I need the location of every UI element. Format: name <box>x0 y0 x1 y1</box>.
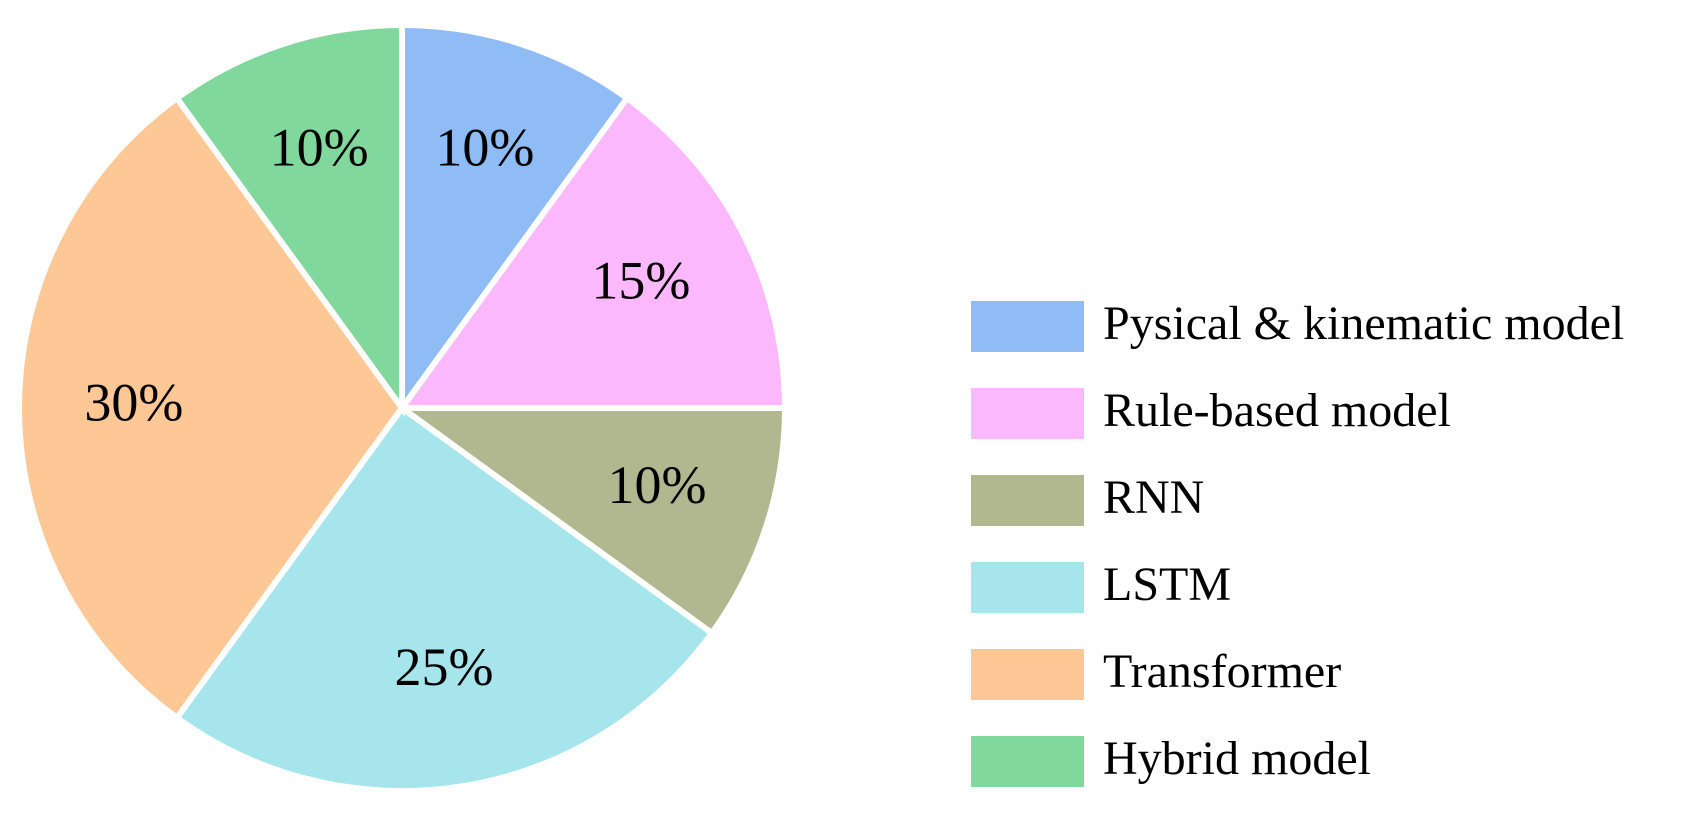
legend-swatch <box>971 736 1084 787</box>
legend-swatch <box>971 649 1084 700</box>
pie-slice <box>399 21 632 418</box>
slice-label: 25% <box>394 637 493 697</box>
legend-label: Pysical & kinematic model <box>1103 297 1624 350</box>
pie-slice <box>172 403 717 794</box>
legend-swatch <box>971 475 1084 526</box>
legend-label: Rule-based model <box>1103 384 1451 437</box>
legend-label: Hybrid model <box>1103 732 1371 785</box>
legend-label: LSTM <box>1103 558 1231 611</box>
pie-slice <box>172 21 405 418</box>
legend-swatch <box>971 388 1084 439</box>
slice-label: 15% <box>591 251 690 311</box>
legend-label: RNN <box>1103 471 1204 524</box>
slice-label: 10% <box>607 455 706 515</box>
slice-label: 30% <box>84 372 183 432</box>
slice-label: 10% <box>270 117 369 177</box>
slice-label: 10% <box>435 117 534 177</box>
pie-slice <box>16 93 406 723</box>
legend-label: Transformer <box>1103 645 1341 698</box>
legend-swatch <box>971 562 1084 613</box>
pie-slice <box>392 405 789 638</box>
pie-slice <box>396 93 789 411</box>
legend-swatch <box>971 301 1084 352</box>
